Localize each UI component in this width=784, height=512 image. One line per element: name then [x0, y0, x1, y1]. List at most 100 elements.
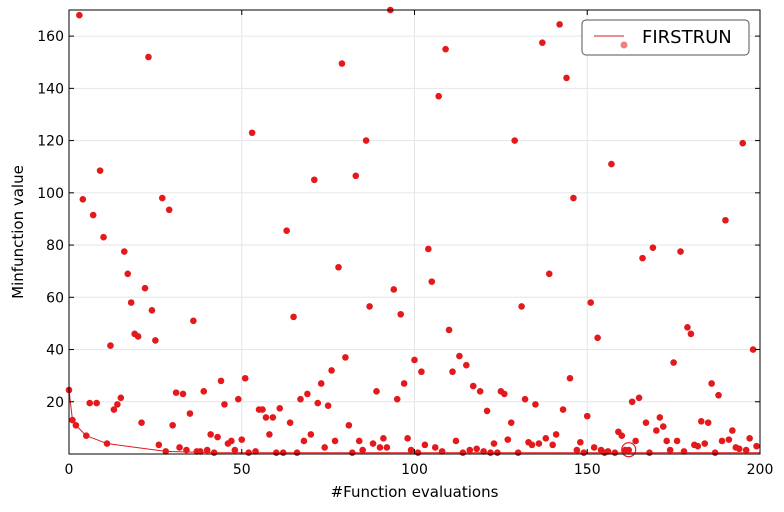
- data-point: [611, 449, 619, 456]
- data-point: [276, 404, 284, 412]
- data-point: [259, 406, 266, 413]
- data-point: [214, 433, 221, 441]
- data-point: [521, 395, 529, 403]
- data-point: [528, 441, 536, 449]
- data-point: [362, 137, 370, 144]
- data-point: [445, 326, 453, 334]
- data-point: [570, 194, 577, 202]
- data-point: [76, 11, 83, 19]
- data-point: [670, 359, 677, 366]
- y-tick-label: 60: [46, 290, 64, 306]
- data-point: [241, 374, 249, 382]
- data-point: [196, 448, 204, 455]
- data-point: [252, 448, 259, 455]
- data-point: [93, 399, 100, 407]
- data-point: [504, 436, 512, 443]
- data-point: [463, 361, 470, 369]
- data-point: [749, 346, 757, 353]
- data-point: [96, 167, 104, 174]
- data-point: [701, 440, 709, 447]
- data-point: [421, 441, 429, 449]
- data-point: [72, 421, 80, 429]
- data-point: [476, 388, 484, 395]
- data-point: [552, 431, 560, 438]
- data-point: [680, 448, 688, 455]
- y-tick-label: 160: [37, 29, 64, 45]
- data-point: [490, 440, 498, 447]
- data-point: [238, 436, 246, 443]
- data-point: [86, 399, 94, 407]
- data-point: [141, 284, 149, 292]
- data-point: [290, 313, 297, 321]
- data-point: [746, 435, 753, 442]
- data-point: [210, 449, 218, 456]
- data-point: [556, 21, 563, 28]
- data-point: [221, 401, 228, 408]
- data-point: [742, 446, 750, 454]
- data-point: [203, 446, 211, 454]
- data-point: [535, 440, 543, 447]
- data-point: [442, 45, 449, 53]
- x-tick-label: 50: [233, 462, 251, 478]
- data-point: [649, 244, 657, 251]
- data-point: [311, 176, 318, 184]
- legend-marker-swatch: [620, 41, 628, 49]
- data-point: [459, 449, 467, 456]
- y-tick-label: 40: [46, 343, 64, 359]
- data-point: [653, 427, 660, 434]
- y-tick-label: 140: [37, 81, 64, 97]
- data-point: [487, 449, 494, 456]
- data-point: [314, 399, 322, 407]
- data-point: [172, 389, 180, 396]
- scatter-points: [65, 6, 760, 458]
- data-point: [494, 449, 501, 456]
- data-point: [507, 419, 515, 426]
- data-point: [349, 449, 356, 456]
- data-point: [317, 380, 325, 387]
- data-point: [566, 374, 574, 382]
- x-tick-label: 0: [65, 462, 74, 478]
- data-point: [165, 206, 173, 214]
- data-point: [452, 437, 460, 445]
- data-point: [449, 368, 456, 376]
- data-point: [539, 39, 546, 46]
- data-point: [729, 427, 736, 434]
- data-point: [228, 437, 235, 445]
- data-point: [646, 449, 653, 456]
- data-point: [697, 418, 705, 425]
- legend: FIRSTRUN: [581, 19, 750, 56]
- data-point: [694, 442, 702, 450]
- data-point: [414, 449, 422, 456]
- data-point: [321, 444, 328, 451]
- data-point: [373, 388, 380, 395]
- data-point: [590, 444, 598, 451]
- data-point: [608, 160, 615, 168]
- best-point-marker: [621, 442, 637, 458]
- data-point: [127, 299, 135, 306]
- data-point: [183, 446, 190, 454]
- data-point: [411, 356, 418, 364]
- data-point: [338, 60, 346, 67]
- data-point: [677, 248, 684, 255]
- data-point: [148, 307, 156, 314]
- data-point: [103, 440, 111, 447]
- data-point: [687, 330, 695, 338]
- data-point: [293, 449, 301, 456]
- x-tick-label: 150: [574, 462, 601, 478]
- data-point: [456, 352, 463, 360]
- data-point: [469, 382, 477, 390]
- data-point: [480, 448, 487, 455]
- data-point: [297, 395, 304, 403]
- x-axis-label: #Function evaluations: [331, 483, 499, 501]
- legend-label: FIRSTRUN: [642, 27, 732, 48]
- data-point: [725, 436, 733, 443]
- data-point: [279, 449, 287, 456]
- data-point: [663, 437, 671, 445]
- y-tick-label: 120: [37, 134, 64, 150]
- data-point: [300, 437, 308, 445]
- data-point: [335, 263, 342, 271]
- data-point: [217, 377, 225, 385]
- data-point: [120, 248, 128, 255]
- data-point: [718, 437, 726, 445]
